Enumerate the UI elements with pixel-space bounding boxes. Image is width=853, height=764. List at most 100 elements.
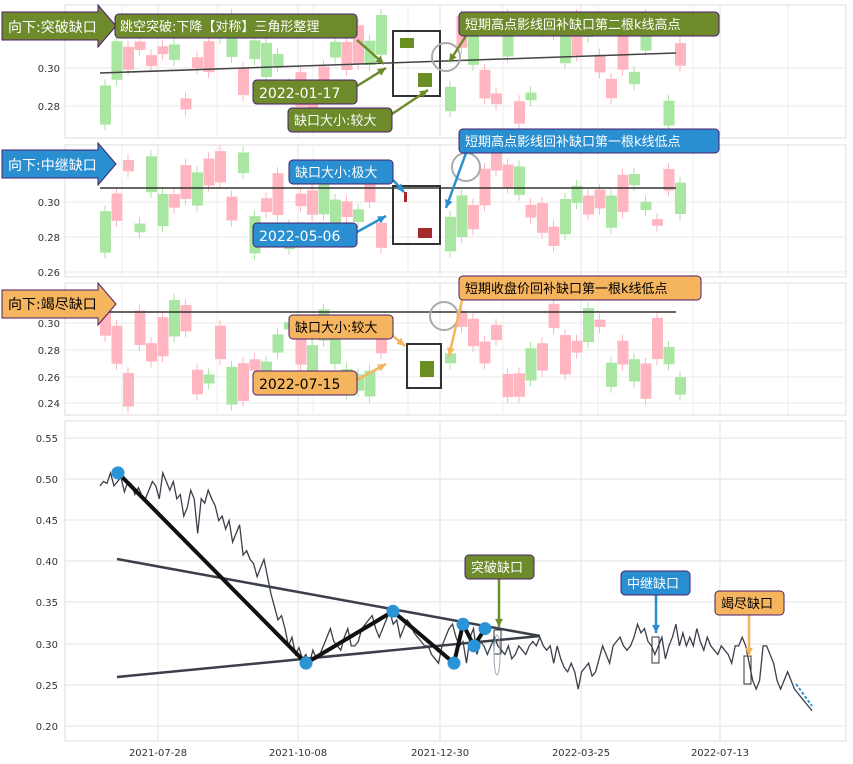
candle <box>146 156 157 193</box>
candle <box>261 361 272 374</box>
candle <box>560 335 571 375</box>
candle <box>134 310 146 346</box>
candle <box>617 174 629 212</box>
candle <box>215 325 226 360</box>
panel1-frame <box>64 4 847 139</box>
p3-ytick: 0.30 <box>38 319 60 330</box>
annotation-arrow <box>447 299 464 357</box>
label-runaway: 中继缺口 <box>620 570 691 596</box>
svg-text:缺口大小:较大: 缺口大小:较大 <box>294 114 376 129</box>
svg-text:中继缺口: 中继缺口 <box>627 577 679 592</box>
p2-size-box: 缺口大小:极大 <box>288 159 394 185</box>
annotation-arrow <box>449 53 457 62</box>
candle <box>445 86 456 112</box>
pivot-point <box>467 639 481 653</box>
annotation-arrow <box>377 68 386 76</box>
p1-note-box: 短期高点影线回补缺口第二根k线高点 <box>458 11 720 37</box>
svg-text:短期高点影线回补缺口第一根k线低点: 短期高点影线回补缺口第一根k线低点 <box>465 134 681 150</box>
candle <box>594 189 606 209</box>
candle <box>491 152 502 171</box>
candle <box>606 362 617 387</box>
candle <box>272 53 284 67</box>
candle <box>261 43 272 77</box>
candle <box>629 174 640 186</box>
p3-ytick: 0.26 <box>38 373 60 384</box>
gap-candle <box>400 38 414 48</box>
main-ytick: 0.55 <box>36 434 58 445</box>
candle <box>123 372 134 407</box>
candle <box>560 199 571 235</box>
candle <box>514 101 525 124</box>
main-xtick: 2022-07-13 <box>691 748 749 759</box>
p3-size-box: 缺口大小:较大 <box>288 314 394 340</box>
svg-text:缺口大小:极大: 缺口大小:极大 <box>295 166 377 181</box>
main-ytick: 0.50 <box>36 475 58 486</box>
candle <box>238 68 249 96</box>
gap-candle <box>404 192 407 202</box>
p1-tag: 向下:突破缺口 <box>1 3 117 49</box>
svg-text:2022-07-15: 2022-07-15 <box>259 377 340 393</box>
annotation-arrow <box>652 624 660 633</box>
candle <box>502 373 514 398</box>
candle <box>525 348 537 381</box>
candle <box>468 23 479 65</box>
candle <box>537 202 548 233</box>
p1-ytick: 0.30 <box>38 64 60 75</box>
candle <box>272 334 284 353</box>
candle <box>502 164 514 188</box>
candle <box>100 211 111 253</box>
candle <box>169 300 180 337</box>
candle <box>353 374 364 391</box>
candle <box>249 359 261 371</box>
trend-line <box>99 52 677 74</box>
svg-text:2022-01-17: 2022-01-17 <box>259 86 340 102</box>
candle <box>445 353 456 364</box>
candle <box>537 343 548 371</box>
svg-text:向下:中继缺口: 向下:中继缺口 <box>8 158 97 174</box>
main-ytick: 0.25 <box>36 681 58 692</box>
p3-ytick: 0.28 <box>38 346 60 357</box>
candle <box>456 195 468 238</box>
candle <box>100 303 111 336</box>
pivot-point <box>456 617 470 631</box>
candle <box>514 373 525 397</box>
candle <box>491 93 502 105</box>
candle <box>330 329 341 364</box>
annotation-arrow <box>419 90 428 98</box>
candle <box>238 152 249 174</box>
p2-tag: 向下:中继缺口 <box>1 141 117 187</box>
candle <box>468 204 479 230</box>
candle <box>341 41 353 71</box>
main-ytick: 0.45 <box>36 516 58 527</box>
candle <box>169 44 180 60</box>
candle <box>353 25 364 64</box>
candle <box>261 198 272 213</box>
candle <box>111 325 123 364</box>
candle <box>238 363 249 401</box>
main-xtick: 2021-12-30 <box>411 748 469 759</box>
svg-text:向下:竭尽缺口: 向下:竭尽缺口 <box>8 297 97 313</box>
gap-candle <box>420 361 434 377</box>
candle <box>203 41 215 73</box>
candle <box>330 41 341 58</box>
candle <box>353 209 364 223</box>
label-breakaway: 突破缺口 <box>464 554 535 580</box>
triangle-upper <box>116 557 541 638</box>
candle <box>226 366 238 405</box>
candle <box>571 340 583 353</box>
p1-ytick: 0.28 <box>38 102 60 113</box>
gap-marker <box>743 655 752 685</box>
annotation-arrow <box>395 183 404 192</box>
panel2-frame <box>64 144 847 278</box>
candle <box>594 54 606 73</box>
candle <box>663 168 675 191</box>
main-ytick: 0.35 <box>36 598 58 609</box>
candle <box>675 43 686 66</box>
candle <box>583 195 594 215</box>
candle <box>479 341 491 364</box>
p3-date-box: 2022-07-15 <box>252 370 358 396</box>
candle <box>318 66 330 90</box>
p1-title-box: 跳空突破:下降【对称】三角形整理 <box>114 13 358 39</box>
svg-text:缺口大小:较大: 缺口大小:较大 <box>295 321 377 336</box>
candle <box>652 317 663 360</box>
